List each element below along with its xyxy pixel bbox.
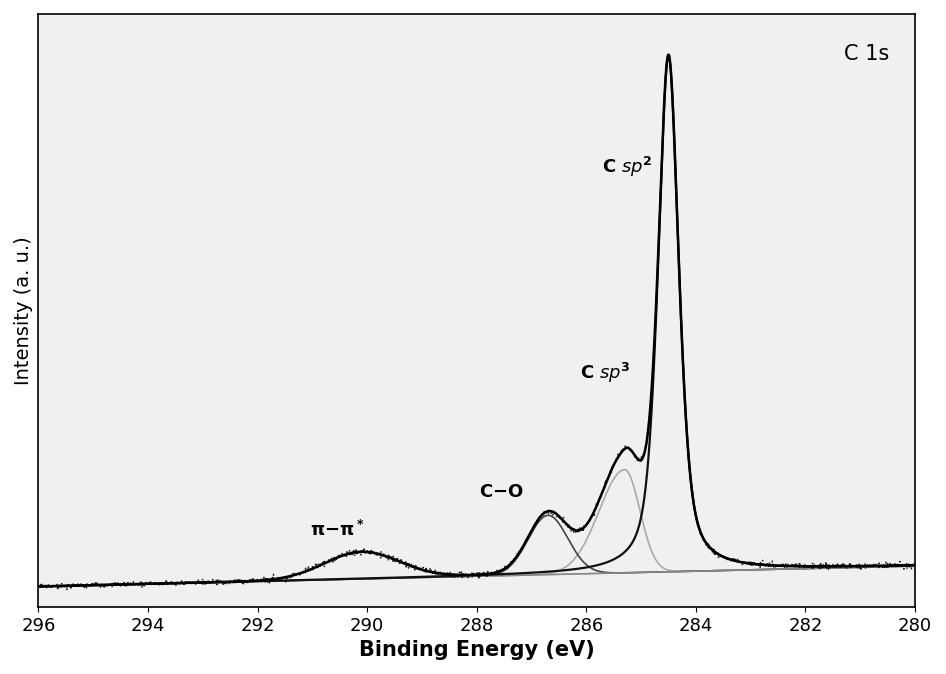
X-axis label: Binding Energy (eV): Binding Energy (eV) — [359, 640, 595, 660]
Text: $\bf{C{-}O}$: $\bf{C{-}O}$ — [479, 483, 524, 501]
Text: $\bf{C}$ $\it{sp}$$^{\bf{2}}$: $\bf{C}$ $\it{sp}$$^{\bf{2}}$ — [603, 155, 653, 179]
Y-axis label: Intensity (a. u.): Intensity (a. u.) — [14, 236, 33, 385]
Text: $\bf{\pi{-}\pi^*}$: $\bf{\pi{-}\pi^*}$ — [309, 520, 364, 540]
Text: $\bf{C}$ $\it{sp}$$^{\bf{3}}$: $\bf{C}$ $\it{sp}$$^{\bf{3}}$ — [581, 361, 631, 385]
Text: C 1s: C 1s — [844, 44, 888, 63]
